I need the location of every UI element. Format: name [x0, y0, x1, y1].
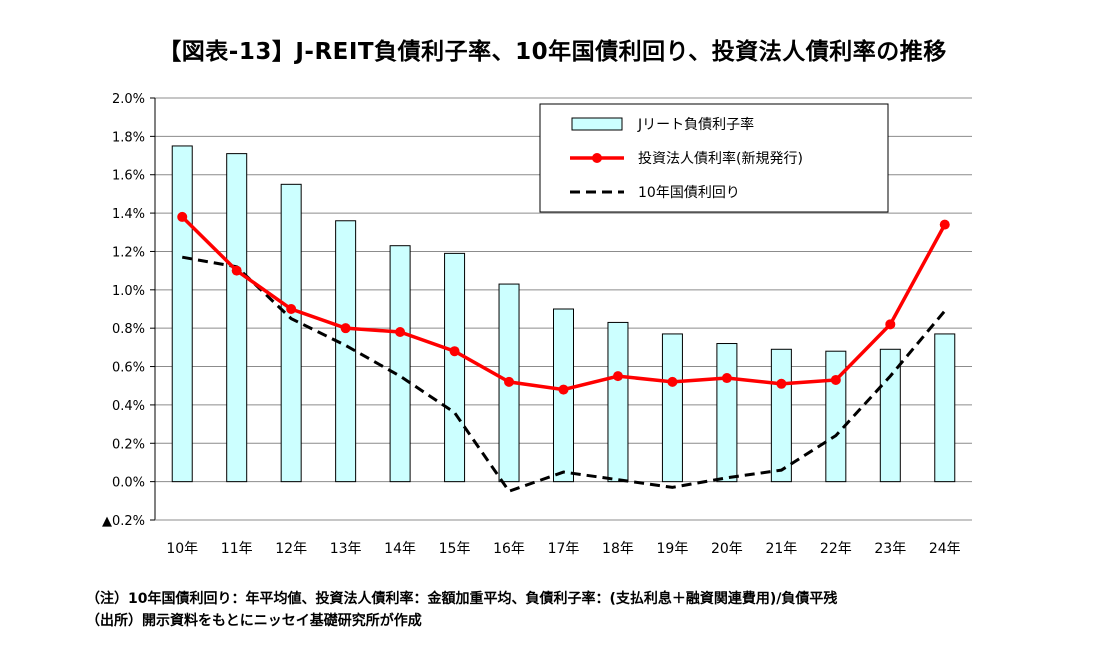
bar	[444, 252, 466, 483]
bond-rate-point	[721, 373, 732, 384]
bar-series	[171, 145, 956, 483]
bar	[825, 350, 847, 483]
y-tick-label: 0.8%	[112, 322, 145, 337]
bond-rate-point	[667, 376, 678, 387]
x-tick-label: 15年	[439, 541, 471, 557]
legend-marker-bond	[592, 153, 602, 163]
x-tick-label: 23年	[874, 541, 906, 557]
bond-rate-point	[177, 211, 188, 222]
bond-rate-point	[231, 265, 242, 276]
line-series	[177, 211, 950, 494]
x-tick-label: 10年	[166, 541, 198, 557]
x-tick-label: 24年	[929, 541, 961, 557]
bar	[280, 183, 302, 483]
bond-rate-point	[449, 346, 460, 357]
bar	[389, 245, 411, 483]
bar	[879, 348, 901, 483]
y-tick-label: 2.0%	[112, 92, 145, 107]
chart-title: 【図表-13】J-REIT負債利子率、10年国債利回り、投資法人債利率の推移	[158, 39, 947, 65]
x-tick-label: 22年	[820, 541, 852, 557]
bar	[661, 333, 683, 483]
bond-rate-point	[286, 304, 297, 314]
bar	[716, 343, 738, 483]
x-tick-label: 20年	[711, 541, 743, 557]
bond-rate-point	[939, 219, 950, 230]
x-tick-label: 21年	[765, 541, 797, 557]
y-axis: ▲0.2% 0.0% 0.2% 0.4% 0.6% 0.8% 1.0% 1.2% 1.4% 1.6…	[102, 92, 972, 529]
y-tick-label: 1.8%	[112, 130, 145, 145]
bond-rate-point	[830, 374, 841, 385]
source-note: （出所）開示資料をもとにニッセイ基礎研究所が作成	[86, 613, 422, 629]
y-tick-label: ▲0.2%	[102, 514, 145, 529]
y-tick-label: 1.6%	[112, 169, 145, 184]
x-tick-label: 13年	[330, 541, 362, 557]
bar	[226, 153, 248, 483]
legend-label: Jリート負債利子率	[637, 116, 754, 133]
legend-swatch-bar	[571, 117, 623, 131]
x-axis: 10年 11年 12年 13年 14年 15年 16年 17年 18年 19年 20年 21年 22年 2…	[166, 541, 960, 557]
bond-rate-point	[612, 371, 623, 382]
x-tick-label: 11年	[221, 541, 253, 557]
bar	[335, 220, 357, 483]
bond-rate-point	[340, 323, 351, 334]
bond-rate-point	[885, 319, 896, 330]
y-tick-label: 0.6%	[112, 361, 145, 376]
footnote: （注）10年国債利回り：年平均値、投資法人債利率：金額加重平均、負債利子率：(支…	[86, 591, 838, 607]
bond-rate-point	[395, 327, 406, 338]
y-tick-label: 1.2%	[112, 245, 145, 260]
legend-label: 投資法人債利率(新規発行)	[638, 150, 803, 167]
x-tick-label: 18年	[602, 541, 634, 557]
bond-rate-point	[558, 384, 569, 395]
y-tick-label: 1.4%	[112, 207, 145, 222]
bar	[607, 321, 629, 483]
x-tick-label: 12年	[275, 541, 307, 557]
bar	[553, 308, 574, 483]
y-tick-label: 0.4%	[112, 399, 145, 414]
x-tick-label: 14年	[384, 541, 416, 557]
bar	[934, 333, 956, 483]
y-tick-label: 0.2%	[112, 437, 145, 452]
y-tick-label: 1.0%	[112, 284, 145, 299]
x-tick-label: 16年	[493, 541, 525, 557]
bar	[770, 348, 792, 483]
line-jgb-yield	[181, 255, 946, 494]
bond-rate-point	[776, 378, 787, 389]
x-tick-label: 17年	[548, 541, 580, 557]
y-tick-label: 0.0%	[112, 476, 145, 491]
bar	[171, 145, 193, 483]
bond-rate-point	[504, 376, 515, 387]
x-tick-label: 19年	[657, 541, 689, 557]
legend-label: 10年国債利回り	[638, 185, 740, 201]
